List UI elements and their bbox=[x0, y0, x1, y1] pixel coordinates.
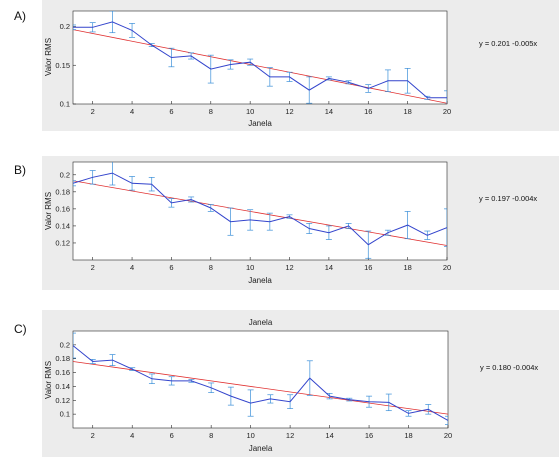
panel-c-ytick-label: 0.16 bbox=[55, 368, 70, 377]
panel-c-ytick-label: 0.18 bbox=[55, 354, 70, 363]
panel-a-xlabel: Janela bbox=[248, 119, 272, 128]
panel-a-plot-area bbox=[72, 10, 448, 105]
panel-b-equation: y = 0.197 -0.004x bbox=[479, 194, 538, 203]
panel-b-xtick-label: 20 bbox=[443, 263, 451, 272]
panel-a-ytick-label: 0.1 bbox=[60, 100, 70, 109]
panel-b-xtick-label: 2 bbox=[91, 263, 95, 272]
panel-c-equation: y = 0.180 -0.004x bbox=[480, 363, 539, 372]
panel-a-marks bbox=[73, 11, 447, 104]
panel-b-plot-area bbox=[72, 161, 448, 261]
panel-c-xtick-label: 2 bbox=[91, 431, 95, 440]
panel-b-xtick-label: 4 bbox=[130, 263, 134, 272]
panel-b-ytick-label: 0.14 bbox=[55, 221, 70, 230]
panel-a-equation: y = 0.201 -0.005x bbox=[479, 39, 538, 48]
panel-c-xlabel: Janela bbox=[249, 444, 273, 453]
panel-c-xtick-label: 4 bbox=[130, 431, 134, 440]
panel-c-ylabel: Valor RMS bbox=[44, 361, 53, 399]
panel-c-xtick-label: 12 bbox=[286, 431, 294, 440]
panel-b-ylabel: Valor RMS bbox=[44, 192, 53, 230]
panel-c-marks bbox=[73, 332, 448, 425]
panel-c-xtick-label: 16 bbox=[365, 431, 373, 440]
panel-b-ytick-label: 0.12 bbox=[55, 238, 70, 247]
panel-a-xtick-label: 2 bbox=[91, 107, 95, 116]
panel-a-fit-line bbox=[73, 29, 447, 104]
panel-a-ylabel: Valor RMS bbox=[44, 38, 53, 76]
panel-c-label: C) bbox=[14, 322, 27, 336]
panel-b-xtick-label: 10 bbox=[246, 263, 254, 272]
panel-c-title: Janela bbox=[249, 318, 273, 327]
panel-a-xtick-label: 6 bbox=[169, 107, 173, 116]
panel-a-ytick-label: 0.15 bbox=[55, 61, 70, 70]
panel-a-xtick-label: 20 bbox=[443, 107, 451, 116]
panel-c-xtick-label: 18 bbox=[404, 431, 412, 440]
panel-c-xtick-label: 20 bbox=[444, 431, 452, 440]
panel-c-series-line bbox=[73, 345, 448, 421]
panel-c-ytick-label: 0.14 bbox=[55, 382, 70, 391]
panel-c-xtick-label: 8 bbox=[209, 431, 213, 440]
panel-b-ytick-label: 0.2 bbox=[60, 170, 70, 179]
panel-a-xtick-label: 10 bbox=[246, 107, 254, 116]
panel-b-xtick-label: 8 bbox=[209, 263, 213, 272]
panel-c-xtick-label: 10 bbox=[246, 431, 254, 440]
panel-a-xtick-label: 16 bbox=[364, 107, 372, 116]
panel-a-chart: 0.1 0.15 0.2 2 4 6 8 10 12 14 16 18 20 Janela Valor RM… bbox=[44, 10, 451, 128]
panel-a-ytick-label: 0.2 bbox=[60, 22, 70, 31]
panel-c-plot-area bbox=[72, 330, 449, 429]
panel-a-xtick-label: 8 bbox=[209, 107, 213, 116]
panel-c-xtick-label: 6 bbox=[170, 431, 174, 440]
panel-a-label: A) bbox=[14, 9, 26, 23]
panel-c-chart: 0.1 0.12 0.14 0.16 0.18 0.2 2 4 6 8 10 12 14 16 18 20 Ja… bbox=[44, 318, 452, 453]
panel-a-xtick-label: 18 bbox=[403, 107, 411, 116]
panel-b-series-line bbox=[73, 172, 447, 246]
panel-b-xtick-label: 18 bbox=[403, 263, 411, 272]
panel-a-xtick-label: 12 bbox=[285, 107, 293, 116]
panel-b-chart: 0.12 0.14 0.16 0.18 0.2 2 4 6 8 10 12 14 16 18 20 Janel… bbox=[44, 161, 451, 285]
panel-a-series-line bbox=[73, 21, 447, 99]
panel-a-xtick-label: 14 bbox=[325, 107, 333, 116]
panel-b-xtick-label: 16 bbox=[364, 263, 372, 272]
panel-b-ytick-label: 0.16 bbox=[55, 204, 70, 213]
panel-c-ytick-label: 0.2 bbox=[60, 340, 70, 349]
panel-b-ytick-label: 0.18 bbox=[55, 187, 70, 196]
panel-a-xtick-label: 4 bbox=[130, 107, 134, 116]
panel-b-xtick-label: 14 bbox=[325, 263, 333, 272]
panel-b-label: B) bbox=[14, 163, 26, 177]
panel-b-marks bbox=[73, 162, 447, 259]
panel-c-xtick-label: 14 bbox=[325, 431, 333, 440]
panel-b-xlabel: Janela bbox=[248, 276, 272, 285]
panel-b-xtick-label: 6 bbox=[169, 263, 173, 272]
panel-c-ytick-label: 0.1 bbox=[60, 410, 70, 419]
panel-c-ytick-label: 0.12 bbox=[55, 396, 70, 405]
panel-b-xtick-label: 12 bbox=[285, 263, 293, 272]
